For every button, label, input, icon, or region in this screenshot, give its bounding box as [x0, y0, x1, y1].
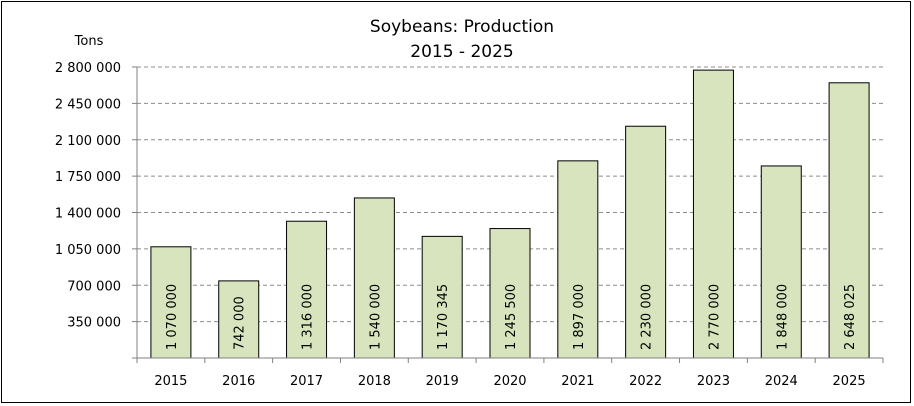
bar-value-label: 1 170 345	[436, 284, 451, 350]
y-tick-label: 1 750 000	[55, 170, 121, 185]
y-tick-labels: 350 000 700 000 1 050 000 1 400 000 1 750 00…	[55, 61, 121, 331]
bar	[421, 235, 463, 359]
y-tick-label: 2 100 000	[55, 134, 121, 149]
bar	[760, 165, 802, 359]
bar-value-label: 1 245 500	[504, 284, 519, 350]
bar-value-label: 1 316 000	[301, 284, 316, 350]
x-tick-label: 2019	[426, 374, 459, 389]
y-tick-label: 2 450 000	[55, 97, 121, 112]
bar	[286, 220, 328, 359]
bar	[353, 197, 395, 359]
x-tick-label: 2023	[697, 374, 730, 389]
bar	[489, 228, 531, 359]
x-tick-label: 2015	[154, 374, 187, 389]
chart-title: Soybeans: Production	[370, 17, 554, 37]
bar-value-label: 2 230 000	[640, 284, 655, 350]
x-tick-label: 2017	[290, 374, 323, 389]
x-tick-label: 2021	[561, 374, 594, 389]
x-tick-label: 2018	[358, 374, 391, 389]
y-tick-label: 1 050 000	[55, 243, 121, 258]
bar-value-label: 2 770 000	[707, 284, 722, 350]
bar-value-label: 1 897 000	[572, 284, 587, 350]
data-labels: 1 070 000 742 000 1 316 000 1 540 000 1 170 …	[165, 284, 858, 350]
bar	[557, 160, 599, 359]
y-tick-label: 350 000	[67, 316, 121, 331]
x-tick-label: 2024	[765, 374, 798, 389]
x-tick-label: 2016	[222, 374, 255, 389]
bars	[150, 69, 870, 359]
x-tick-label: 2020	[493, 374, 526, 389]
chart-subtitle: 2015 - 2025	[410, 42, 513, 62]
bar	[218, 280, 260, 359]
axes	[132, 66, 884, 363]
bar-value-label: 2 648 025	[843, 284, 858, 350]
x-tick-label: 2022	[629, 374, 662, 389]
x-tick-labels: 2015 2016 2017 2018 2019 2020 2021 2022 2023 2024…	[154, 374, 865, 389]
bar-value-label: 1 848 000	[775, 284, 790, 350]
y-tick-label: 700 000	[67, 279, 121, 294]
bar	[625, 125, 667, 359]
bar-value-label: 742 000	[233, 296, 248, 350]
bar-value-label: 1 540 000	[368, 284, 383, 350]
y-tick-label: 2 800 000	[55, 61, 121, 76]
y-tick-label: 1 400 000	[55, 207, 121, 222]
y-axis-unit-label: Tons	[74, 34, 104, 49]
bar	[828, 82, 870, 359]
x-tick-label: 2025	[833, 374, 866, 389]
bar-value-label: 1 070 000	[165, 284, 180, 350]
